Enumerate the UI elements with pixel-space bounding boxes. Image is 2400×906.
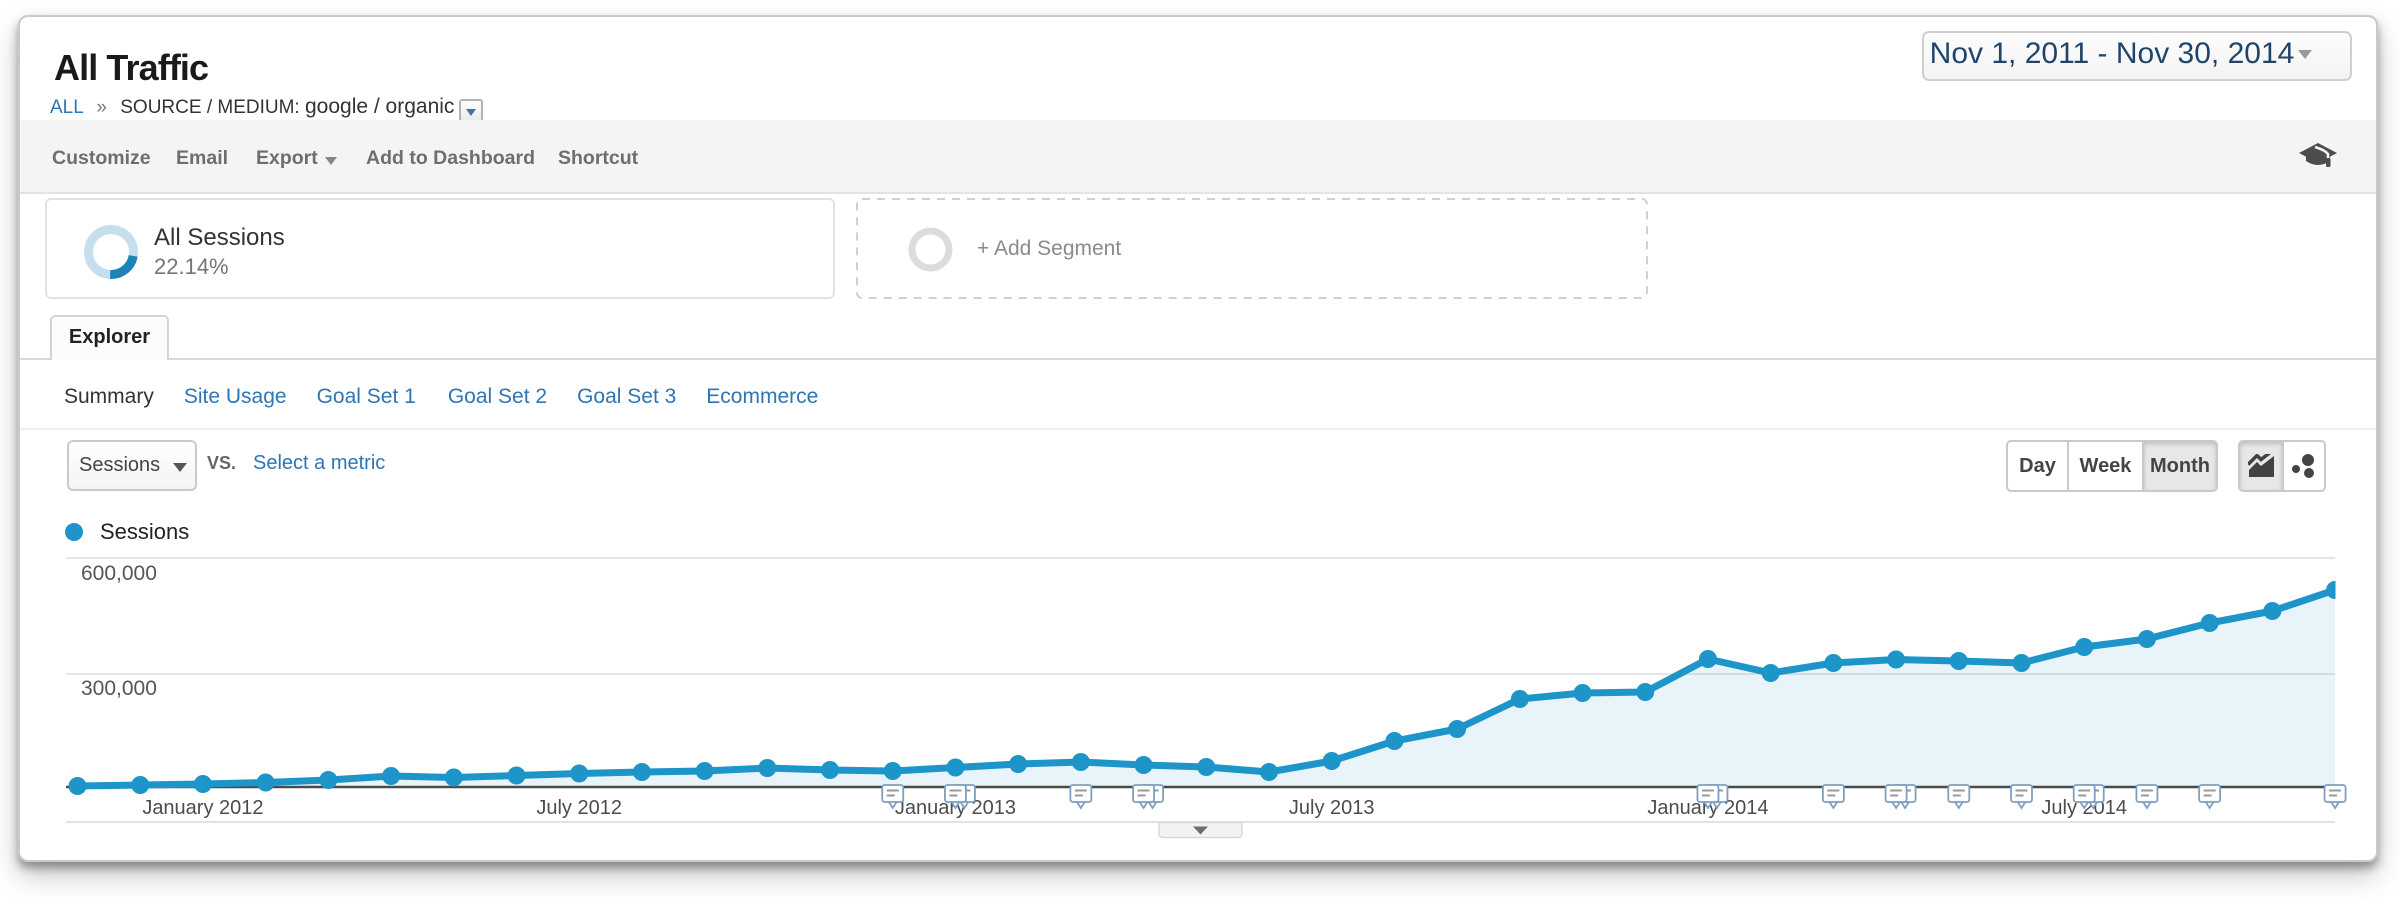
svg-text:January 2012: January 2012 xyxy=(142,797,263,819)
svg-text:July 2013: July 2013 xyxy=(1289,797,1375,819)
svg-text:300,000: 300,000 xyxy=(81,677,157,700)
svg-text:600,000: 600,000 xyxy=(81,562,157,585)
svg-text:July 2012: July 2012 xyxy=(536,797,622,819)
